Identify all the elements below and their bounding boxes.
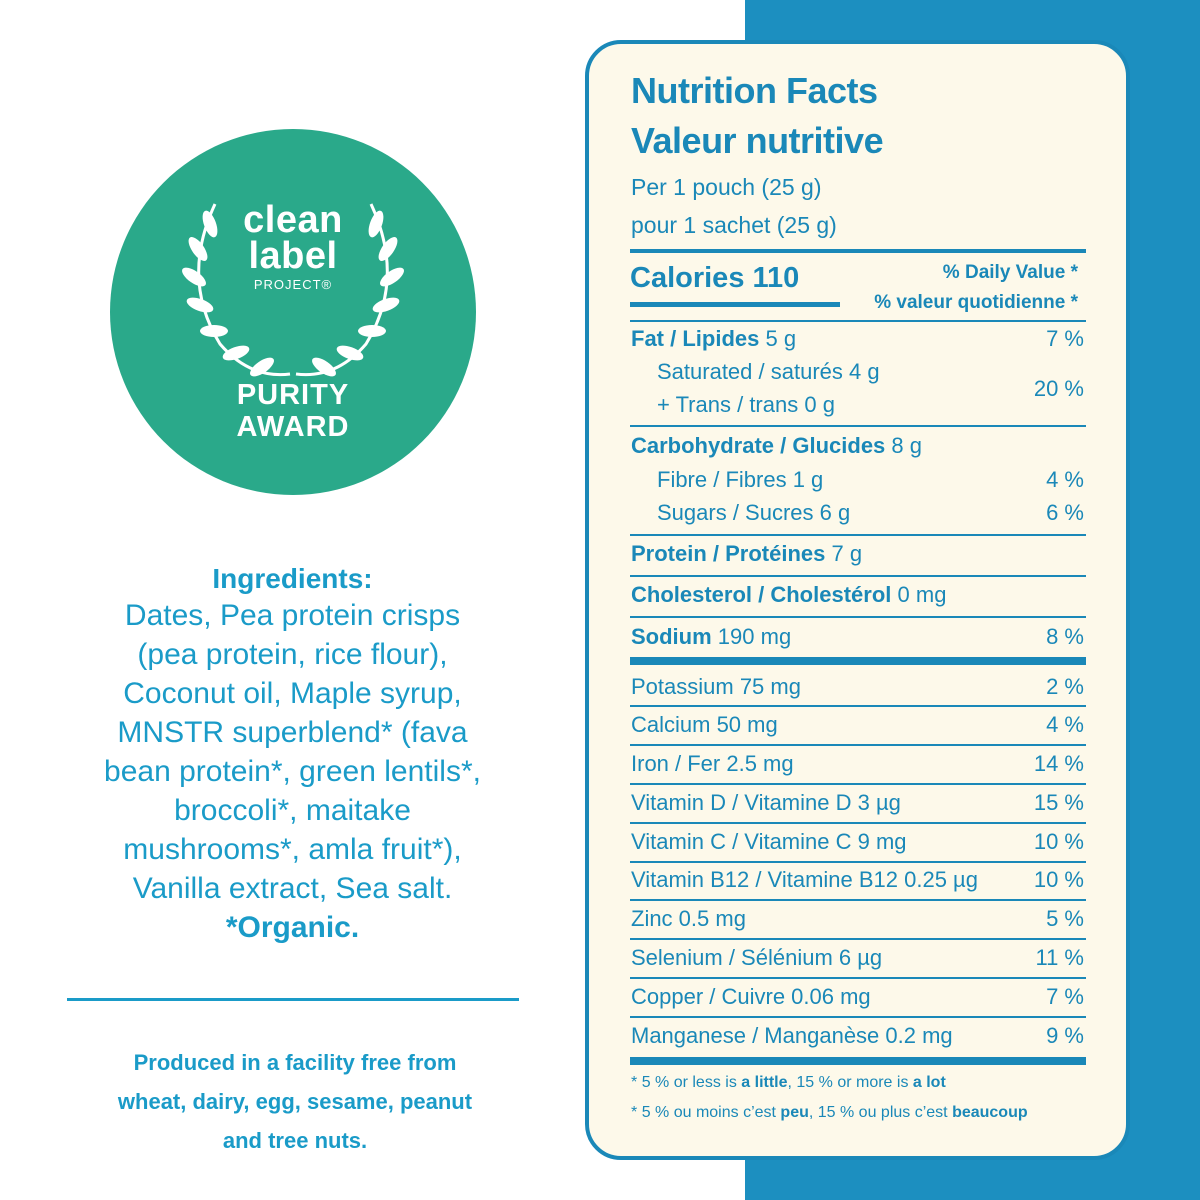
daily-value-fr: % valeur quotidienne *	[874, 292, 1078, 313]
facility-line: wheat, dairy, egg, sesame, peanut	[117, 1089, 473, 1114]
mineral-dv: 4 %	[1046, 712, 1084, 737]
calories: Calories 110	[630, 262, 800, 294]
facility-line: Produced in a facility free from	[133, 1050, 457, 1075]
fibre-dv: 4 %	[1046, 467, 1084, 492]
rule	[630, 575, 1086, 577]
rule	[630, 822, 1086, 824]
sodium-row: Sodium 190 mg	[631, 624, 792, 649]
mineral-dv: 9 %	[1046, 1023, 1084, 1048]
mineral-row: Iron / Fer 2.5 mg	[631, 751, 794, 776]
mineral-row: Manganese / Manganèse 0.2 mg	[631, 1023, 953, 1048]
fat-row: Fat / Lipides 5 g	[631, 326, 797, 351]
carbohydrate-row: Carbohydrate / Glucides 8 g	[631, 433, 923, 458]
saturated-trans-dv: 20 %	[1033, 376, 1084, 401]
laurel-wreath-icon	[182, 203, 404, 377]
award-logo-project: PROJECT®	[253, 277, 333, 292]
mineral-row: Zinc 0.5 mg	[631, 906, 746, 931]
trans-row: + Trans / trans 0 g	[657, 392, 835, 417]
organic-note: *Organic.	[225, 911, 360, 944]
daily-value-en: % Daily Value *	[942, 262, 1078, 283]
cholesterol-row: Cholesterol / Cholestérol 0 mg	[631, 582, 947, 607]
mineral-dv: 10 %	[1033, 867, 1084, 892]
mineral-row: Potassium 75 mg	[631, 674, 801, 699]
thick-rule	[630, 657, 1086, 665]
thick-rule	[630, 1057, 1086, 1065]
mineral-row: Selenium / Sélénium 6 µg	[631, 945, 883, 970]
award-logo-label: label	[248, 235, 338, 277]
sugars-row: Sugars / Sucres 6 g	[657, 500, 851, 525]
facility-line: and tree nuts.	[222, 1128, 368, 1153]
ingredients-line: Coconut oil, Maple syrup,	[123, 677, 462, 710]
nutrition-facts-label: Nutrition Facts Valeur nutritive Per 1 p…	[585, 40, 1130, 1160]
ingredients-title: Ingredients:	[212, 563, 373, 594]
ingredients-line: Dates, Pea protein crisps	[124, 599, 461, 632]
fibre-row: Fibre / Fibres 1 g	[657, 467, 824, 492]
purity-award-badge: clean label PROJECT® PURITY AWARD	[110, 129, 476, 495]
sodium-dv: 8 %	[1046, 624, 1084, 649]
rule	[630, 1016, 1086, 1018]
rule	[630, 899, 1086, 901]
footnote-en: * 5 % or less is a little, 15 % or more …	[631, 1074, 946, 1091]
ingredients-block: Ingredients: Dates, Pea protein crisps (…	[40, 562, 545, 947]
mineral-dv: 5 %	[1046, 906, 1084, 931]
ingredients-line: broccoli*, maitake	[174, 794, 411, 827]
rule	[630, 977, 1086, 979]
mineral-dv: 14 %	[1033, 751, 1084, 776]
footnote-fr: * 5 % ou moins c’est peu, 15 % ou plus c…	[631, 1104, 1028, 1121]
serving-size-fr: pour 1 sachet (25 g)	[631, 212, 837, 238]
mineral-dv: 15 %	[1033, 790, 1084, 815]
ingredients-line: bean protein*, green lentils*,	[104, 755, 481, 788]
mineral-dv: 2 %	[1046, 674, 1084, 699]
protein-row: Protein / Protéines 7 g	[631, 541, 863, 566]
sugars-dv: 6 %	[1046, 500, 1084, 525]
rule	[630, 425, 1086, 427]
allergen-facility-note: Produced in a facility free from wheat, …	[40, 1043, 550, 1160]
rule	[630, 705, 1086, 707]
calories-rule	[630, 302, 840, 307]
nutrition-title-en: Nutrition Facts	[631, 70, 878, 111]
mineral-dv: 10 %	[1033, 829, 1084, 854]
rule	[630, 616, 1086, 618]
mineral-row: Vitamin B12 / Vitamine B12 0.25 µg	[631, 867, 978, 892]
mineral-dv: 11 %	[1035, 945, 1084, 970]
fat-dv: 7 %	[1046, 326, 1084, 351]
mineral-dv: 7 %	[1046, 984, 1084, 1009]
serving-size-en: Per 1 pouch (25 g)	[631, 174, 822, 200]
section-divider	[67, 998, 519, 1001]
rule	[630, 320, 1086, 322]
rule	[630, 534, 1086, 536]
rule	[630, 938, 1086, 940]
ingredients-line: mushrooms*, amla fruit*),	[123, 833, 462, 866]
award-purity-text: PURITY	[236, 379, 350, 411]
ingredients-line: MNSTR superblend* (fava	[117, 716, 468, 749]
mineral-row: Vitamin D / Vitamine D 3 µg	[631, 790, 901, 815]
rule	[630, 744, 1086, 746]
saturated-row: Saturated / saturés 4 g	[657, 359, 880, 384]
nutrition-title-fr: Valeur nutritive	[631, 120, 884, 161]
ingredients-line: (pea protein, rice flour),	[137, 638, 448, 671]
rule	[630, 783, 1086, 785]
award-award-text: AWARD	[236, 411, 350, 443]
mineral-row: Copper / Cuivre 0.06 mg	[631, 984, 871, 1009]
mineral-row: Calcium 50 mg	[631, 712, 778, 737]
thick-rule	[630, 249, 1086, 253]
mineral-row: Vitamin C / Vitamine C 9 mg	[631, 829, 907, 854]
ingredients-line: Vanilla extract, Sea salt.	[132, 872, 453, 905]
rule	[630, 861, 1086, 863]
award-logo-clean: clean	[243, 199, 343, 241]
